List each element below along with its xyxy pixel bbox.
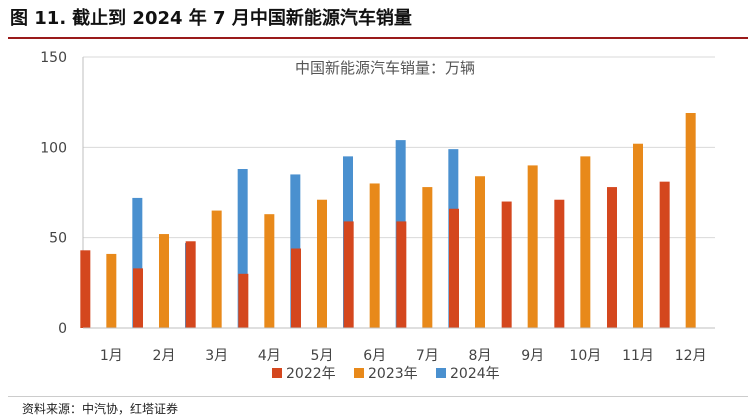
legend-swatch bbox=[436, 368, 446, 378]
bar bbox=[659, 181, 670, 328]
bar bbox=[211, 210, 222, 328]
x-tick-label: 1月 bbox=[100, 348, 123, 364]
chart-title: 中国新能源汽车销量：万辆 bbox=[295, 59, 475, 77]
x-tick-label: 6月 bbox=[363, 348, 386, 364]
bar bbox=[607, 187, 617, 328]
bar bbox=[185, 241, 196, 328]
x-axis: 1月 2月 3月 4月 5月 6月 7月 8月 9月 10月 11月 12月 bbox=[83, 327, 715, 364]
x-tick-label: 5月 bbox=[311, 348, 334, 364]
legend-label: 2022年 bbox=[286, 366, 336, 382]
y-tick-label: 0 bbox=[58, 321, 67, 337]
source-note: 资料来源：中汽协，红塔证券 bbox=[22, 402, 179, 416]
figure-caption: 截止到 2024 年 7 月中国新能源汽车销量 bbox=[72, 8, 412, 29]
bar bbox=[317, 199, 327, 328]
bar bbox=[633, 143, 643, 328]
y-axis: 0 50 100 150 bbox=[40, 50, 84, 337]
title-divider bbox=[8, 37, 748, 39]
bar bbox=[685, 113, 696, 328]
bar bbox=[501, 201, 512, 328]
bar bbox=[369, 183, 380, 328]
x-tick-label: 3月 bbox=[205, 348, 228, 364]
bar bbox=[422, 187, 433, 328]
chart-legend: 2022年 2023年 2024年 bbox=[272, 366, 500, 382]
bar bbox=[291, 248, 301, 328]
x-tick-label: 8月 bbox=[469, 348, 492, 364]
bar bbox=[396, 221, 407, 328]
figure-number: 图 11. bbox=[10, 8, 67, 29]
bar bbox=[527, 165, 538, 328]
bar bbox=[132, 197, 143, 328]
x-tick-label: 12月 bbox=[675, 348, 707, 364]
legend-swatch bbox=[272, 368, 282, 378]
bar bbox=[343, 221, 354, 328]
y-tick-label: 150 bbox=[40, 50, 67, 66]
legend-label: 2024年 bbox=[450, 366, 500, 382]
y-tick-label: 100 bbox=[40, 140, 67, 156]
chart-bars bbox=[80, 113, 696, 328]
bar bbox=[133, 268, 143, 328]
bar bbox=[475, 176, 485, 328]
bar bbox=[238, 273, 249, 328]
bar bbox=[159, 234, 169, 328]
y-tick-label: 50 bbox=[49, 231, 67, 247]
bar bbox=[449, 208, 459, 328]
figure-title: 图 11. 截止到 2024 年 7 月中国新能源汽车销量 bbox=[10, 4, 418, 30]
bar-chart: 0 50 100 150 1月 2月 3月 4月 5月 6月 7月 8月 9月 10月 11月 12月 中国… bbox=[40, 50, 715, 382]
x-tick-label: 2月 bbox=[153, 348, 176, 364]
bar bbox=[580, 156, 591, 328]
x-tick-label: 7月 bbox=[416, 348, 439, 364]
bar bbox=[237, 169, 248, 328]
bar bbox=[554, 199, 565, 328]
x-tick-label: 11月 bbox=[622, 348, 654, 364]
footer-divider bbox=[8, 396, 748, 397]
bar bbox=[264, 214, 275, 328]
bar bbox=[80, 250, 91, 328]
x-tick-label: 9月 bbox=[521, 348, 544, 364]
x-tick-label: 10月 bbox=[569, 348, 601, 364]
legend-swatch bbox=[354, 368, 364, 378]
x-tick-label: 4月 bbox=[258, 348, 281, 364]
bar bbox=[106, 253, 117, 328]
legend-label: 2023年 bbox=[368, 366, 418, 382]
